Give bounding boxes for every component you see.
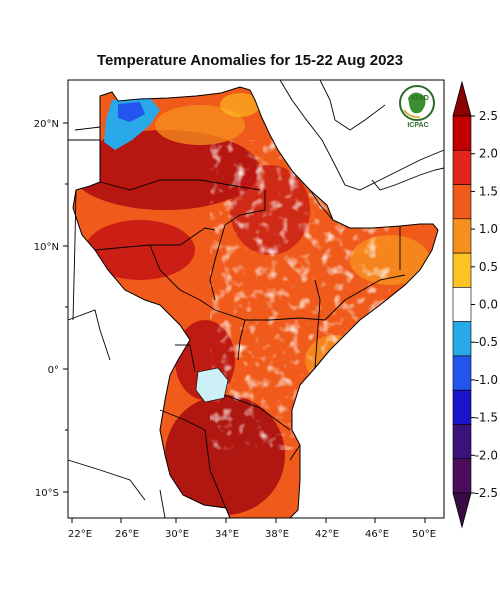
lon-label-46e: 46°E <box>365 529 389 540</box>
lon-label-38e: 38°E <box>265 529 289 540</box>
colorbar-swatch <box>452 355 472 391</box>
neighbor-outlines <box>67 79 445 519</box>
colorbar: 2.5 2.0 1.5 1.0 0.5 0.0 -0.5 -1.0 -1.5 -2.0 -2.5 <box>452 80 498 529</box>
colorbar-labels: 2.5 2.0 1.5 1.0 0.5 0.0 -0.5 -1.0 -1.5 -2.0 -2.5 <box>471 109 498 500</box>
lon-ticks <box>71 518 426 523</box>
colorbar-swatch <box>452 424 472 460</box>
colorbar-label: 1.0 <box>479 222 498 236</box>
colorbar-bottom-arrow <box>452 492 472 529</box>
colorbar-swatch <box>452 287 472 322</box>
igad-icpac-logo: IGAD ICPAC <box>399 85 435 129</box>
lat-label-10s: 10°S <box>35 488 59 499</box>
colorbar-label: 0.0 <box>479 298 498 312</box>
colorbar-swatch <box>452 115 472 151</box>
colorbar-top-arrow <box>452 80 472 117</box>
colorbar-label: -0.5 <box>475 335 498 349</box>
lon-label-26e: 26°E <box>115 529 139 540</box>
colorbar-label: -2.0 <box>475 448 498 462</box>
lon-label-50e: 50°E <box>412 529 436 540</box>
colorbar-label: -1.5 <box>475 411 498 425</box>
colorbar-label: -1.0 <box>475 373 498 387</box>
map-title: Temperature Anomalies for 15-22 Aug 2023 <box>96 52 404 69</box>
colorbar-label: 2.5 <box>479 109 498 123</box>
colorbar-label: 1.5 <box>479 184 498 198</box>
colorbar-swatch <box>452 184 472 220</box>
lat-label-0: 0° <box>48 365 59 376</box>
lat-label-10n: 10°N <box>34 242 59 253</box>
lat-ticks <box>63 122 68 493</box>
colorbar-swatch <box>452 149 472 185</box>
lat-labels: 20°N 10°N 0° 10°S <box>34 119 59 499</box>
colorbar-swatch <box>452 252 472 288</box>
lon-label-42e: 42°E <box>315 529 339 540</box>
colorbar-label: 2.0 <box>479 147 498 161</box>
colorbar-swatches <box>452 115 472 494</box>
logo-icpac-text: ICPAC <box>407 122 428 129</box>
lon-label-34e: 34°E <box>215 529 239 540</box>
country-borders <box>72 96 406 519</box>
lat-label-20n: 20°N <box>34 119 59 130</box>
lon-label-22e: 22°E <box>68 529 92 540</box>
lon-label-30e: 30°E <box>165 529 189 540</box>
colorbar-swatch <box>452 389 472 425</box>
colorbar-swatch <box>452 321 472 357</box>
colorbar-swatch <box>452 458 472 494</box>
colorbar-label: 0.5 <box>479 260 498 274</box>
colorbar-swatch <box>452 218 472 254</box>
colorbar-label: -2.5 <box>475 486 498 500</box>
logo-igad-text: IGAD <box>411 95 429 102</box>
lon-labels: 22°E 26°E 30°E 34°E 38°E 42°E 46°E 50°E <box>68 529 436 540</box>
